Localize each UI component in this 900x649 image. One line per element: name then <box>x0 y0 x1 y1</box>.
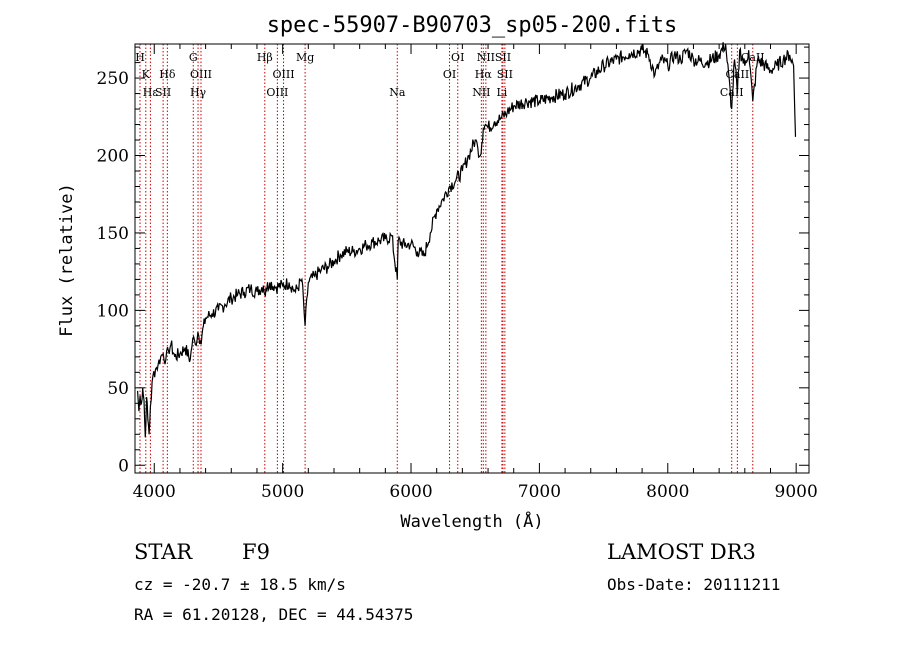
line-marker-label: K <box>142 68 151 81</box>
spectrum-line <box>137 42 797 438</box>
line-marker-label: SII <box>155 86 171 99</box>
y-tick-label: 0 <box>118 456 129 476</box>
line-marker-label: CaII <box>726 68 750 81</box>
x-tick-label: 8000 <box>646 482 689 502</box>
line-marker-label: SII <box>495 51 511 64</box>
line-marker-label: Mg <box>296 51 314 64</box>
y-tick-label: 150 <box>97 224 129 244</box>
line-marker-label: Hε <box>143 86 159 99</box>
line-marker-label: G <box>189 51 198 64</box>
line-marker-label: Hβ <box>257 51 273 64</box>
coordinates: RA = 61.20128, DEC = 44.54375 <box>134 605 413 624</box>
line-marker-label: OIII <box>273 68 295 81</box>
spectrum-series <box>137 42 797 438</box>
object-subclass: F9 <box>242 540 270 564</box>
chart-title: spec-55907-B90703_sp05-200.fits <box>267 13 678 38</box>
y-axis-ticks: 0 50 100 150 200 250 <box>97 46 809 476</box>
redshift-velocity: cz = -20.7 ± 18.5 km/s <box>134 575 346 594</box>
x-tick-label: 7000 <box>518 482 561 502</box>
line-marker-label: OI <box>443 68 456 81</box>
line-marker-labels: HKHεSIIHδGOIIIHγHβOIIIOIIIMgNaOIOINIINII… <box>135 51 764 99</box>
y-tick-label: 100 <box>97 301 129 321</box>
x-tick-label: 6000 <box>389 482 432 502</box>
x-tick-label: 9000 <box>775 482 818 502</box>
line-marker-label: H <box>135 51 145 64</box>
y-axis-label: Flux (relative) <box>57 183 77 337</box>
x-tick-label: 5000 <box>261 482 304 502</box>
line-marker-label: SII <box>497 68 513 81</box>
line-marker-label: CaII <box>741 51 765 64</box>
x-axis-ticks: 4000 5000 6000 7000 8000 9000 <box>133 44 818 502</box>
x-axis-label: Wavelength (Å) <box>400 510 543 532</box>
line-marker-label: OIII <box>190 68 212 81</box>
line-marker-label: NII <box>477 51 495 64</box>
line-marker-label: CaII <box>720 86 744 99</box>
line-marker-label: NII <box>472 86 490 99</box>
plot-frame <box>134 43 810 474</box>
y-tick-label: 250 <box>97 69 129 89</box>
line-markers <box>139 44 754 473</box>
observation-date: Obs-Date: 20111211 <box>607 575 780 594</box>
line-marker-label: OIII <box>266 86 288 99</box>
line-marker-label: Hδ <box>159 68 176 81</box>
x-tick-label: 4000 <box>133 482 176 502</box>
line-marker-label: Li <box>496 86 507 99</box>
line-marker-label: Na <box>389 86 406 99</box>
line-marker-label: Hγ <box>190 86 207 99</box>
y-tick-label: 200 <box>97 147 129 167</box>
y-tick-label: 50 <box>107 379 129 399</box>
object-class: STAR <box>134 540 193 564</box>
survey-name: LAMOST DR3 <box>607 540 756 564</box>
line-marker-label: OI <box>451 51 464 64</box>
line-marker-label: Hα <box>475 68 493 81</box>
